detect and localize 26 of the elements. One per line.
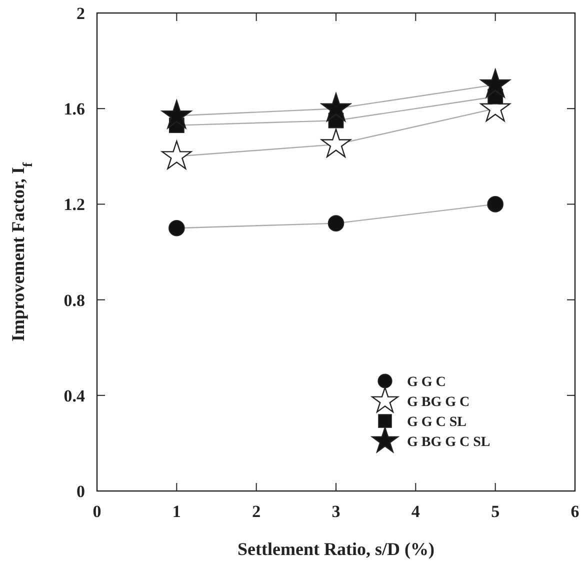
x-tick-label: 2	[252, 502, 261, 521]
y-tick-label: 2	[76, 4, 85, 23]
x-tick-label: 1	[172, 502, 181, 521]
legend-label: G BG G C SL	[407, 435, 490, 450]
x-tick-label: 5	[491, 502, 500, 521]
y-tick-label: 1.2	[64, 195, 85, 214]
point	[480, 68, 510, 98]
y-tick-label: 1.6	[64, 100, 85, 119]
x-tick-label: 0	[92, 502, 102, 521]
y-tick-label: 0.4	[64, 386, 86, 406]
legend-label: G G C	[407, 375, 446, 390]
point	[320, 92, 352, 122]
point	[328, 215, 344, 232]
x-axis-title: Settlement Ratio, s/D (%)	[238, 539, 434, 559]
point	[487, 196, 504, 212]
point	[162, 100, 192, 129]
legend-label: G BG G C	[407, 395, 470, 410]
point	[168, 220, 185, 236]
x-tick-label: 4	[411, 502, 420, 521]
y-tick-label: 0.8	[64, 290, 85, 310]
x-tick-label: 3	[332, 502, 340, 521]
point	[162, 140, 192, 170]
x-tick-label: 6	[570, 502, 580, 521]
y-tick-label: 0	[76, 482, 85, 501]
legend-label: G G C SL	[407, 415, 467, 430]
point	[320, 128, 352, 158]
